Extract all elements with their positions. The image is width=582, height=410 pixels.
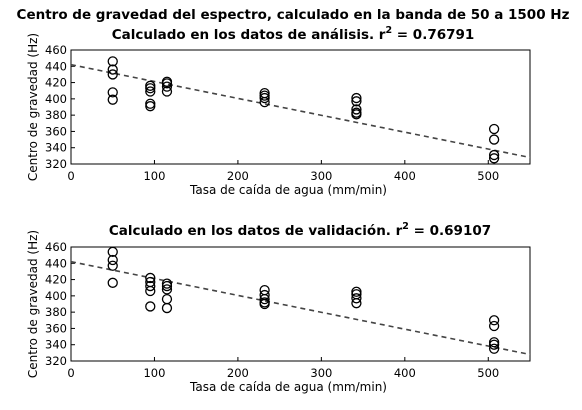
validation-x-tick-label: 200 — [227, 366, 249, 380]
subtitle-validation: Calculado en los datos de validación. r2… — [109, 221, 491, 239]
analysis-data-point — [161, 81, 173, 92]
analysis-y-tick-label: 360 — [45, 124, 67, 138]
validation-y-tick-label: 380 — [45, 305, 67, 319]
validation-trend-line — [70, 260, 531, 356]
analysis-data-point — [107, 69, 118, 80]
analysis-data-point — [145, 83, 156, 94]
analysis-data-point — [488, 149, 500, 161]
validation-x-tick-label: 100 — [143, 366, 165, 380]
analysis-x-tick-label: 200 — [227, 169, 249, 183]
validation-y-axis-label: Centro de gravedad (Hz) — [26, 230, 40, 378]
analysis-data-point — [259, 92, 270, 104]
analysis-y-tick-label: 380 — [45, 108, 67, 122]
analysis-data-point — [488, 134, 500, 145]
validation-x-tick-label: 500 — [477, 366, 499, 380]
analysis-data-point — [145, 101, 156, 112]
subtitle-analysis-value: = 0.76791 — [392, 27, 474, 43]
validation-x-tick-label: 300 — [310, 366, 332, 380]
analysis-y-tick-label: 460 — [45, 43, 67, 57]
subtitle-validation-value: = 0.69107 — [409, 223, 491, 239]
validation-data-point — [145, 280, 156, 292]
analysis-y-tick-label: 340 — [45, 141, 67, 155]
analysis-y-tick-label: 440 — [45, 59, 67, 73]
validation-y-tick-label: 320 — [45, 354, 67, 368]
analysis-y-tick-label: 400 — [45, 92, 67, 106]
validation-data-point — [488, 339, 500, 350]
validation-y-tick-label: 460 — [45, 240, 67, 254]
analysis-data-point — [107, 87, 118, 98]
validation-data-point — [351, 293, 362, 304]
validation-data-point — [488, 320, 500, 332]
validation-y-tick-label: 340 — [45, 338, 67, 352]
subtitle-analysis: Calculado en los datos de análisis. r2 =… — [112, 25, 475, 43]
analysis-data-point — [259, 96, 270, 108]
validation-data-point — [145, 272, 156, 284]
validation-y-tick-label: 420 — [45, 273, 67, 287]
analysis-trend-line — [70, 63, 531, 159]
analysis-data-point — [145, 86, 156, 97]
validation-data-point — [161, 280, 173, 292]
validation-y-tick-label: 360 — [45, 321, 67, 335]
analysis-data-point — [488, 123, 500, 135]
analysis-data-point — [161, 86, 173, 97]
analysis-data-point — [351, 109, 362, 120]
analysis-data-point — [107, 64, 118, 75]
analysis-plot: 0 100 200 300 400 500 320 340 360 380 400 420 440 460… — [26, 33, 531, 197]
analysis-x-tick-label: 500 — [477, 169, 499, 183]
analysis-x-tick-label: 100 — [143, 169, 165, 183]
subtitle-analysis-sup: 2 — [385, 25, 392, 36]
analysis-data-point — [351, 96, 362, 107]
validation-data-point — [161, 302, 173, 314]
validation-data-point — [488, 315, 500, 326]
validation-plot: 0 100 200 300 400 500 320 340 360 380 400 420 440 460… — [26, 230, 531, 394]
validation-x-tick-label: 400 — [394, 366, 416, 380]
validation-data-point — [351, 298, 362, 309]
subtitle-validation-sup: 2 — [402, 221, 409, 232]
analysis-x-tick-label: 400 — [394, 169, 416, 183]
validation-data-point — [145, 301, 156, 312]
analysis-y-axis-label: Centro de gravedad (Hz) — [26, 33, 40, 181]
validation-data-point — [488, 343, 500, 354]
validation-data-point — [161, 284, 173, 295]
analysis-data-point — [488, 153, 500, 164]
validation-data-point — [259, 298, 270, 310]
subtitle-analysis-text: Calculado en los datos de análisis. r — [112, 27, 386, 43]
validation-data-point — [107, 277, 118, 288]
validation-x-axis-label: Tasa de caída de agua (mm/min) — [189, 380, 387, 394]
analysis-y-tick-label: 320 — [45, 157, 67, 171]
analysis-data-point — [107, 94, 118, 105]
analysis-data-point — [351, 104, 362, 115]
validation-y-tick-label: 400 — [45, 289, 67, 303]
analysis-data-point — [107, 56, 118, 67]
subtitle-validation-text: Calculado en los datos de validación. r — [109, 223, 403, 239]
main-title: Centro de gravedad del espectro, calcula… — [17, 7, 570, 23]
validation-data-point — [145, 285, 156, 297]
analysis-x-tick-label: 300 — [310, 169, 332, 183]
analysis-x-axis-label: Tasa de caída de agua (mm/min) — [189, 183, 387, 197]
validation-plot-frame — [70, 246, 531, 362]
analysis-x-tick-label: 0 — [67, 169, 74, 183]
validation-data-point — [259, 293, 270, 305]
validation-data-point — [107, 260, 118, 271]
validation-x-tick-label: 0 — [67, 366, 74, 380]
validation-data-point — [107, 246, 118, 258]
validation-data-point — [107, 254, 118, 266]
validation-y-tick-label: 440 — [45, 256, 67, 270]
analysis-data-point — [161, 78, 173, 89]
analysis-data-point — [351, 92, 362, 104]
analysis-plot-frame — [70, 49, 531, 165]
analysis-y-tick-label: 420 — [45, 76, 67, 90]
